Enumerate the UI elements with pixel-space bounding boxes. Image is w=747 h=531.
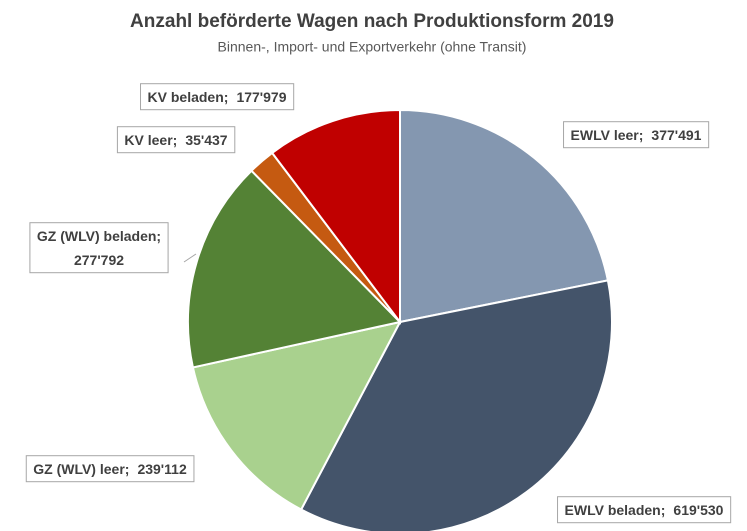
label-box (116, 126, 236, 154)
label-text: EWLV leer; 377'491 (571, 127, 702, 143)
pie-slice (187, 169, 402, 369)
label-value: 377'491 (651, 127, 701, 143)
label-separator: ; (661, 502, 666, 518)
data-label: EWLV leer; 377'491 (563, 121, 710, 149)
label-text: EWLV beladen; 619'530 (565, 502, 724, 518)
label-separator: ; (173, 132, 178, 148)
label-text: GZ (WLV) beladen; 277'792 (37, 228, 161, 268)
label-value: 177'979 (236, 89, 286, 105)
label-separator: ; (125, 461, 130, 477)
label-box (140, 83, 295, 111)
label-text: KV leer; 35'437 (124, 132, 227, 148)
data-label: KV leer; 35'437 (116, 126, 236, 154)
label-separator: ; (156, 228, 161, 244)
data-label: KV beladen; 177'979 (140, 83, 295, 111)
data-label: GZ (WLV) leer; 239'112 (25, 455, 195, 483)
leader-line (183, 253, 197, 263)
chart-title: Anzahl beförderte Wagen nach Produktions… (130, 11, 614, 32)
label-separator: ; (639, 127, 644, 143)
label-box (557, 496, 732, 524)
label-value: 277'792 (74, 252, 124, 268)
label-category: KV beladen (148, 89, 224, 105)
pie-slice (299, 279, 613, 531)
label-text: GZ (WLV) leer; 239'112 (33, 461, 187, 477)
label-separator: ; (224, 89, 229, 105)
label-category: EWLV beladen (565, 502, 661, 518)
pie-slice (270, 108, 401, 325)
data-label: EWLV beladen; 619'530 (557, 496, 732, 524)
label-value: 35'437 (185, 132, 227, 148)
data-label: GZ (WLV) beladen; 277'792 (29, 222, 169, 274)
pie-slice (399, 108, 610, 324)
label-category: GZ (WLV) beladen (37, 228, 157, 244)
label-category: GZ (WLV) leer (33, 461, 125, 477)
label-value: 619'530 (673, 502, 723, 518)
label-category: KV leer (124, 132, 173, 148)
chart-subtitle: Binnen-, Import- und Exportverkehr (ohne… (218, 39, 527, 55)
label-box (563, 121, 710, 149)
label-value: 239'112 (137, 461, 186, 477)
label-text: KV beladen; 177'979 (148, 89, 287, 105)
label-category: EWLV leer (571, 127, 640, 143)
label-box (29, 222, 169, 274)
pie-slice (191, 320, 402, 511)
label-box (25, 455, 195, 483)
